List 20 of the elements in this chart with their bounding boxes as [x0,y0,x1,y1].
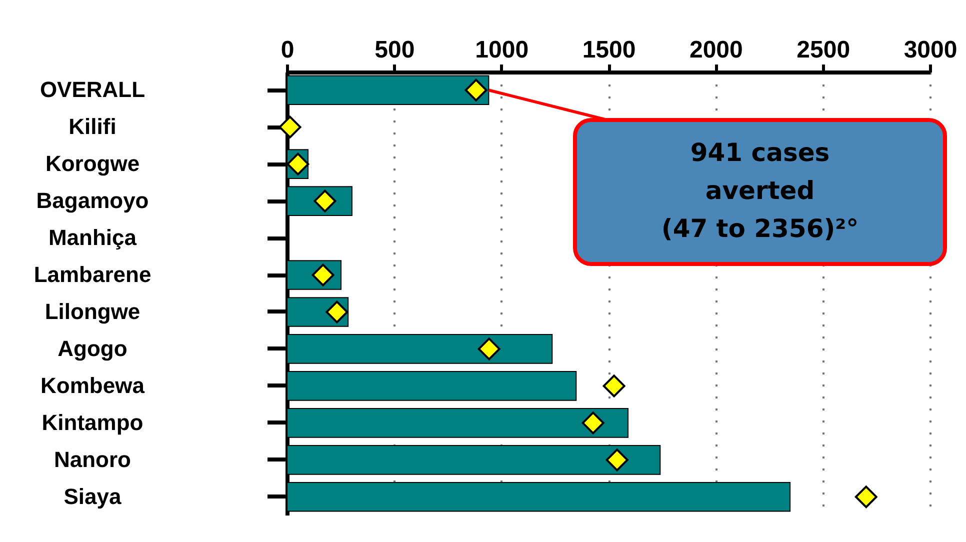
y-tick-label: Manhiça [48,225,138,250]
y-tick-label: OVERALL [40,77,146,102]
x-tick-label: 1000 [475,36,529,64]
y-tick-label: Nanoro [54,446,131,472]
y-tick-label: Kombewa [40,372,146,398]
y-tick-label: Kintampo [42,410,144,435]
y-tick-label: Siaya [64,484,122,509]
annotation: 941 cases averted (47 to 2356)²° [661,138,859,243]
x-tick-label: 2500 [796,36,850,64]
y-tick-label: Kilifi [68,114,116,140]
x-tick-label: 0 [280,36,294,64]
x-tick-label: 500 [374,36,415,64]
y-tick-label: Lilongwe [44,298,140,324]
x-tick-label: 3000 [904,36,958,64]
x-tick-label: 1500 [582,36,636,64]
y-tick-label: Korogwe [45,151,140,176]
y-tick-label: Lambarene [34,262,152,288]
y-tick-label: Agogo [58,336,128,361]
x-tick-label: 2000 [689,36,743,64]
y-tick-label: Bagamoyo [36,188,149,214]
